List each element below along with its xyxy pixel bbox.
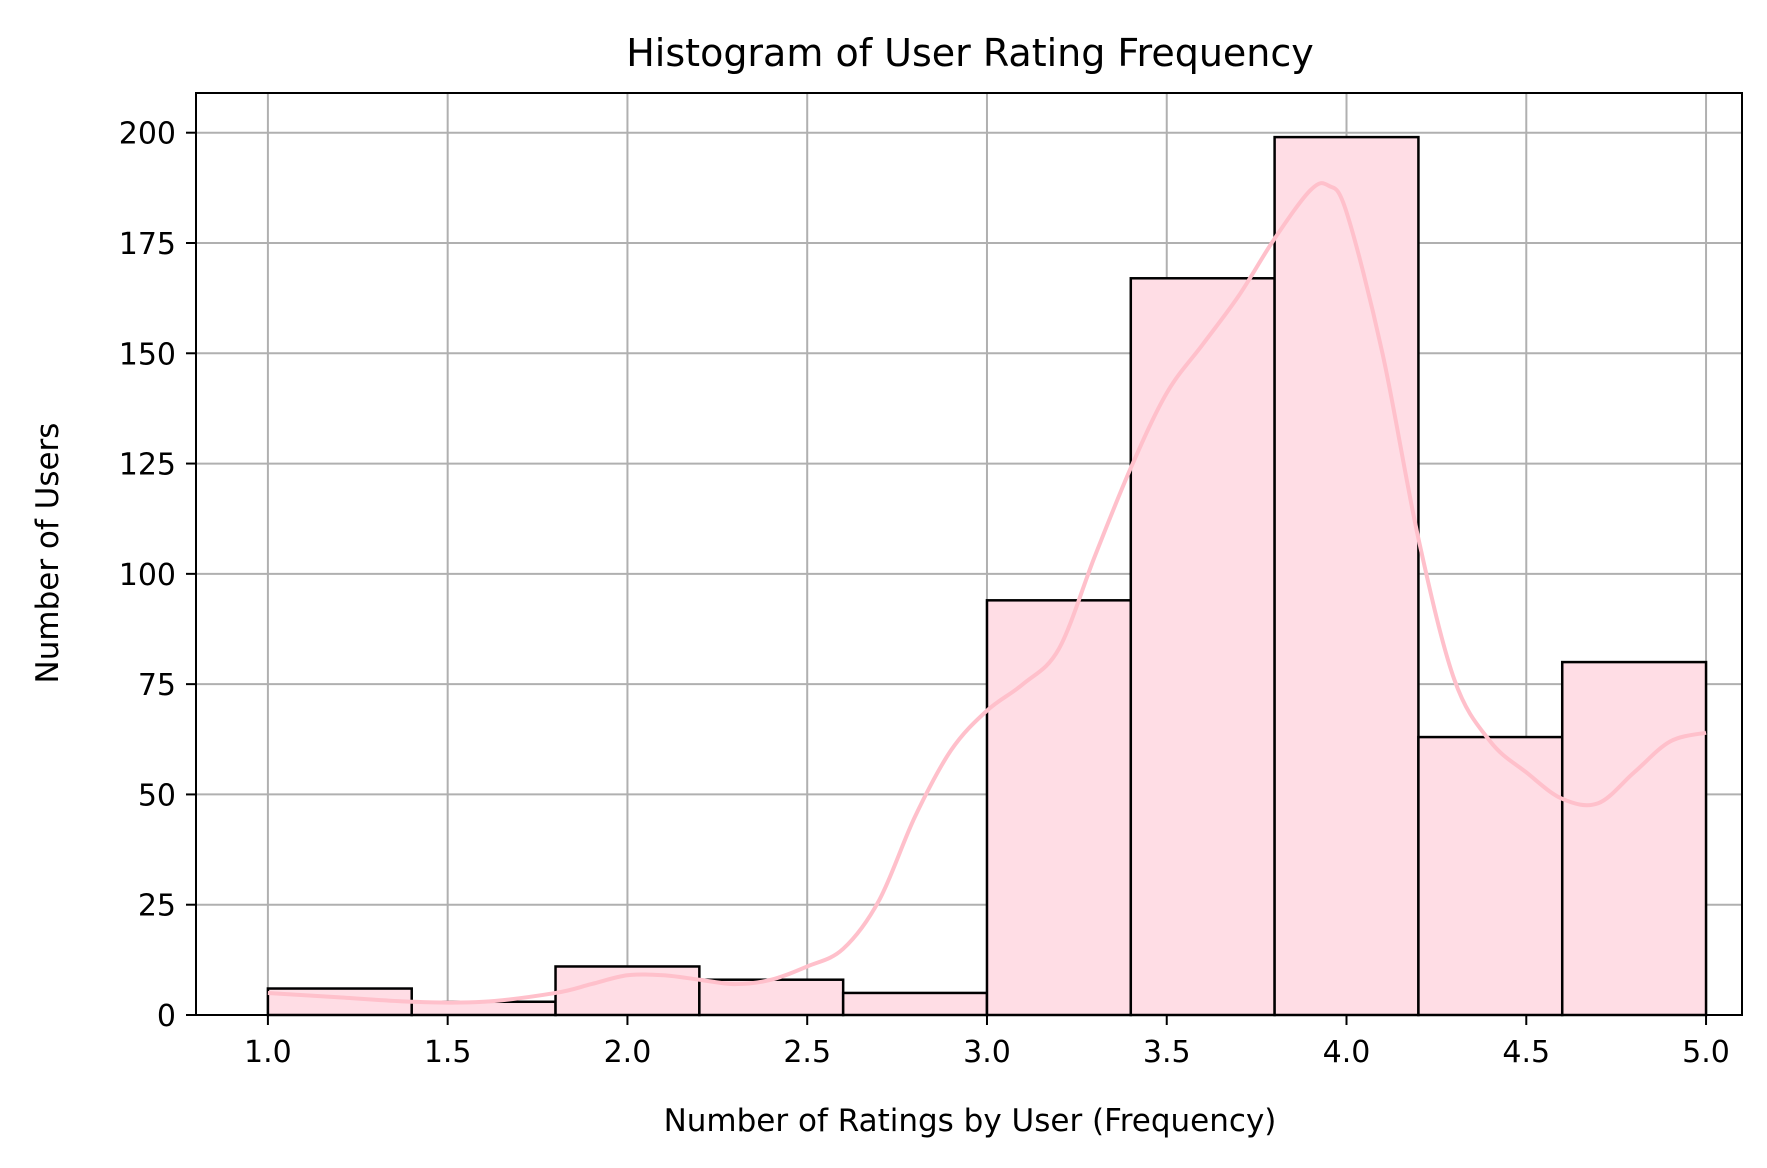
kde-curve [267,181,1707,1005]
y-tick-label: 150 [119,337,176,372]
y-axis-label: Number of Users [30,423,66,684]
x-tick-label: 5.0 [1682,1035,1730,1070]
x-axis-label: Number of Ratings by User (Frequency) [664,1103,1277,1139]
y-tick-label: 125 [119,448,176,483]
histogram-bar [985,599,1133,1017]
histogram-bar [1273,135,1420,1017]
y-axis-ticks: 0 25 50 75 100 125 150 175 200 [119,117,196,1034]
histogram-bars [266,135,1708,1017]
y-tick-label: 200 [119,117,176,152]
x-tick-label: 2.0 [604,1035,652,1070]
y-tick-label: 175 [119,227,176,262]
x-tick-label: 2.5 [783,1035,831,1070]
x-tick-label: 1.0 [244,1035,292,1070]
x-axis-ticks: 1.0 1.5 2.0 2.5 3.0 3.5 4.0 4.5 5.0 [244,1015,1730,1070]
y-tick-label: 0 [157,999,176,1034]
histogram-bar [1417,735,1564,1017]
x-tick-label: 4.0 [1323,1035,1371,1070]
x-tick-label: 3.5 [1143,1035,1191,1070]
y-tick-label: 75 [138,668,176,703]
y-tick-label: 50 [138,778,176,813]
x-tick-label: 3.0 [963,1035,1011,1070]
grid-lines [196,93,1742,1016]
y-tick-label: 25 [138,889,176,924]
histogram-bar [1560,660,1708,1017]
chart-title: Histogram of User Rating Frequency [626,31,1314,75]
kde-curve-layer [267,181,1707,1005]
plot-frame [195,92,1743,1016]
histogram-bar [841,991,989,1017]
histogram-bar [698,978,845,1017]
x-tick-label: 4.5 [1502,1035,1550,1070]
x-tick-label: 1.5 [424,1035,472,1070]
y-tick-label: 100 [119,558,176,593]
histogram-bar [1129,277,1276,1017]
